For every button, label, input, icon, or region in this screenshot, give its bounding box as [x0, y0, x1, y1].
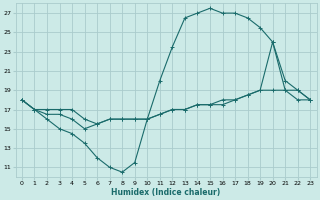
X-axis label: Humidex (Indice chaleur): Humidex (Indice chaleur)	[111, 188, 221, 197]
